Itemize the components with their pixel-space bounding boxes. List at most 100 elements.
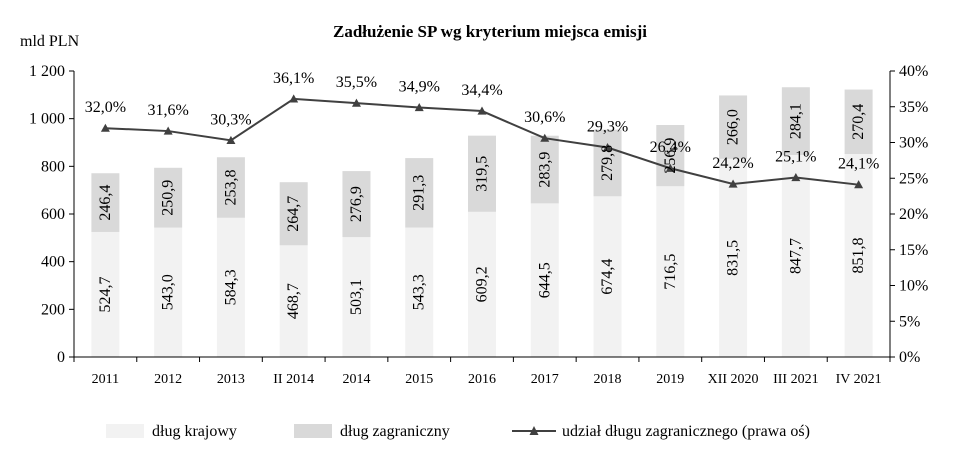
bar-foreign-8: [593, 129, 622, 197]
bar-label-domestic-8: 674,4: [599, 259, 616, 295]
x-tick-label-0: 2011: [92, 372, 119, 387]
bar-label-domestic-6: 609,2: [474, 266, 491, 302]
y2-tick-label-5: 25%: [899, 170, 928, 187]
bar-label-foreign-1: 250,9: [160, 180, 177, 216]
x-tick-label-8: 2018: [594, 372, 622, 387]
bar-label-foreign-11: 284,1: [787, 103, 804, 139]
x-tick-label-4: 2014: [342, 372, 370, 387]
bar-domestic-5: [405, 227, 434, 357]
share-label-2: 30,3%: [210, 111, 251, 128]
bar-foreign-2: [216, 157, 245, 218]
bar-domestic-3: [279, 245, 308, 357]
share-label-6: 34,4%: [461, 82, 502, 99]
share-label-4: 35,5%: [336, 74, 377, 91]
y2-tick-label-8: 40%: [899, 63, 928, 80]
bar-foreign-11: [781, 87, 810, 155]
share-marker-7: [540, 133, 550, 142]
share-marker-8: [603, 143, 613, 152]
share-marker-6: [477, 106, 487, 115]
legend-label-share: udział długu zagranicznego (prawa oś): [562, 423, 810, 440]
share-label-8: 29,3%: [587, 119, 628, 136]
x-tick-label-5: 2015: [405, 372, 433, 387]
share-marker-0: [100, 123, 110, 132]
share-label-10: 24,2%: [712, 155, 753, 172]
share-label-3: 36,1%: [273, 70, 314, 87]
bar-label-foreign-4: 276,9: [348, 186, 365, 222]
bar-label-domestic-9: 716,5: [662, 254, 679, 290]
bar-domestic-2: [216, 217, 245, 357]
bar-label-domestic-3: 468,7: [285, 283, 302, 319]
bar-foreign-7: [530, 135, 559, 204]
legend-label-domestic: dług krajowy: [152, 423, 237, 440]
y2-tick-label-3: 15%: [899, 242, 928, 259]
y-tick-label-1: 200: [41, 301, 65, 318]
bar-foreign-3: [279, 182, 308, 246]
share-marker-10: [728, 179, 738, 188]
legend-swatch-domestic: [106, 424, 144, 438]
legend-marker-share: [529, 426, 539, 435]
bars-layer: [91, 87, 873, 357]
y-tick-label-4: 800: [41, 158, 65, 175]
share-label-0: 32,0%: [85, 99, 126, 116]
legend: dług krajowy dług zagraniczny udział długu…: [106, 423, 810, 440]
bar-domestic-9: [656, 186, 685, 357]
bar-label-foreign-10: 266,0: [725, 109, 742, 145]
bar-label-domestic-1: 543,0: [160, 274, 177, 310]
bar-foreign-6: [468, 135, 496, 212]
y2-tick-label-4: 20%: [899, 206, 928, 223]
y-tick-label-0: 0: [57, 349, 65, 366]
bar-domestic-8: [593, 196, 622, 357]
y-axis-label: mld PLN: [20, 33, 80, 50]
share-marker-11: [791, 173, 801, 182]
bar-foreign-1: [154, 167, 183, 228]
bar-label-foreign-9: 256,9: [662, 138, 679, 174]
bar-label-domestic-7: 644,5: [536, 262, 553, 298]
share-marker-1: [163, 126, 173, 135]
bar-domestic-11: [781, 154, 810, 357]
y2-tick-label-0: 0%: [899, 349, 920, 366]
bar-foreign-10: [719, 95, 748, 159]
share-label-7: 30,6%: [524, 109, 565, 126]
bar-domestic-6: [468, 211, 496, 357]
y2-tick-label-6: 30%: [899, 135, 928, 152]
bar-foreign-5: [405, 158, 434, 228]
bar-label-foreign-5: 291,3: [411, 175, 428, 211]
share-marker-2: [226, 135, 236, 144]
bar-label-domestic-4: 503,1: [348, 279, 365, 315]
share-marker-4: [351, 98, 361, 107]
bar-label-domestic-2: 584,3: [222, 269, 239, 305]
axes-layer: 0 200 400 600 800 1 000 1 200 0% 5% 10% 15% 20% 25% 3…: [29, 63, 928, 387]
bar-domestic-1: [154, 227, 183, 357]
y-tick-label-6: 1 200: [29, 63, 65, 80]
y-tick-label-5: 1 000: [29, 111, 65, 128]
bar-label-domestic-10: 831,5: [725, 240, 742, 276]
x-tick-label-9: 2019: [656, 372, 684, 387]
share-marker-5: [414, 102, 424, 112]
bar-label-foreign-3: 264,7: [285, 196, 302, 232]
x-tick-label-12: IV 2021: [836, 372, 882, 387]
bar-label-foreign-8: 279,8: [599, 145, 616, 181]
bar-label-domestic-12: 851,8: [850, 237, 867, 273]
y2-tick-label-1: 5%: [899, 313, 920, 330]
bar-label-foreign-2: 253,8: [222, 169, 239, 205]
labels-layer: 32,0% 31,6% 30,3% 36,1% 35,5% 34,9% 34,4% 30,6%…: [85, 70, 880, 319]
bar-label-domestic-0: 524,7: [97, 276, 114, 312]
bar-label-domestic-5: 543,3: [411, 274, 428, 310]
chart-title: Zadłużenie SP wg kryterium miejsca emisj…: [333, 22, 647, 41]
x-tick-label-1: 2012: [154, 372, 182, 387]
share-label-9: 26,4%: [650, 139, 691, 156]
bar-foreign-9: [656, 125, 685, 187]
bar-foreign-0: [91, 173, 120, 232]
y2-tick-label-7: 35%: [899, 99, 928, 116]
bar-domestic-10: [719, 158, 748, 357]
share-label-1: 31,6%: [147, 102, 188, 119]
x-tick-label-7: 2017: [531, 372, 559, 387]
x-tick-label-6: 2016: [468, 372, 496, 387]
y-tick-label-2: 400: [41, 254, 65, 271]
share-label-12: 24,1%: [838, 156, 879, 173]
x-tick-label-11: III 2021: [773, 372, 819, 387]
bar-domestic-0: [91, 231, 120, 357]
line-layer: [100, 94, 864, 189]
share-label-11: 25,1%: [775, 149, 816, 166]
legend-swatch-foreign: [294, 424, 332, 438]
